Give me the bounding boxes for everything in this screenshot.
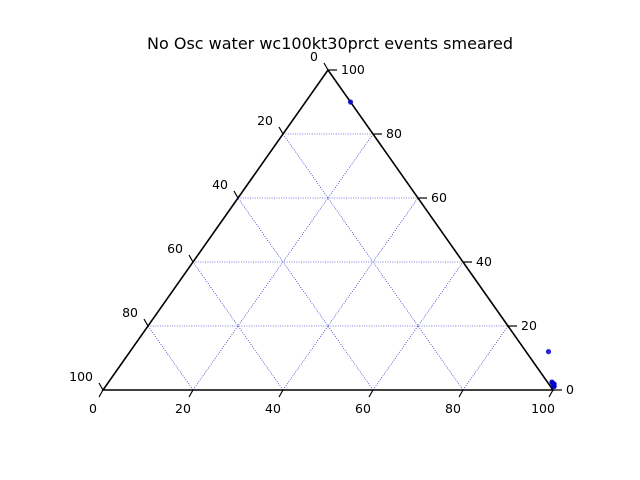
bottom-tick-label: 20 xyxy=(175,401,191,416)
grid-line xyxy=(192,261,284,391)
bottom-tick-label: 60 xyxy=(355,401,371,416)
left-tick xyxy=(98,382,104,391)
grid-lines xyxy=(147,133,509,391)
left-tick xyxy=(233,190,239,199)
grid-line xyxy=(462,325,509,391)
left-tick-label: 40 xyxy=(212,177,228,192)
right-tick-label: 80 xyxy=(386,126,402,141)
bottom-tick xyxy=(188,389,194,398)
right-tick-label: 40 xyxy=(476,254,492,269)
bottom-tick-label: 0 xyxy=(89,401,97,416)
right-tick-label: 20 xyxy=(521,318,537,333)
left-tick-label: 0 xyxy=(310,49,318,64)
left-tick xyxy=(323,62,329,71)
left-tick xyxy=(278,126,284,135)
left-tick-label: 60 xyxy=(167,241,183,256)
grid-line xyxy=(147,325,194,391)
grid-line xyxy=(372,261,464,391)
left-tick xyxy=(188,254,194,263)
bottom-tick-label: 40 xyxy=(265,401,281,416)
right-tick-label: 100 xyxy=(341,62,365,77)
left-tick-label: 20 xyxy=(257,113,273,128)
bottom-tick xyxy=(278,389,284,398)
bottom-tick xyxy=(548,389,554,398)
right-tick-label: 60 xyxy=(431,190,447,205)
data-point xyxy=(551,383,557,390)
chart-title: No Osc water wc100kt30prct events smeare… xyxy=(147,34,513,53)
triangle-frame xyxy=(101,68,555,391)
data-point xyxy=(347,99,354,105)
grid-line xyxy=(282,197,419,391)
bottom-tick-label: 80 xyxy=(445,401,461,416)
left-tick-label: 100 xyxy=(69,369,93,384)
bottom-tick-label: 100 xyxy=(531,401,555,416)
right-tick-label: 0 xyxy=(566,382,574,397)
bottom-tick xyxy=(458,389,464,398)
data-point xyxy=(545,349,552,355)
left-tick-label: 80 xyxy=(122,305,138,320)
bottom-tick xyxy=(98,389,104,398)
axis-ticks: 0 0 0 20 20 20 40 40 40 60 60 60 80 80 80 100 100 100 xyxy=(69,49,574,416)
grid-line xyxy=(237,197,374,391)
data-points xyxy=(347,99,557,390)
left-tick xyxy=(143,318,149,327)
bottom-tick xyxy=(368,389,374,398)
